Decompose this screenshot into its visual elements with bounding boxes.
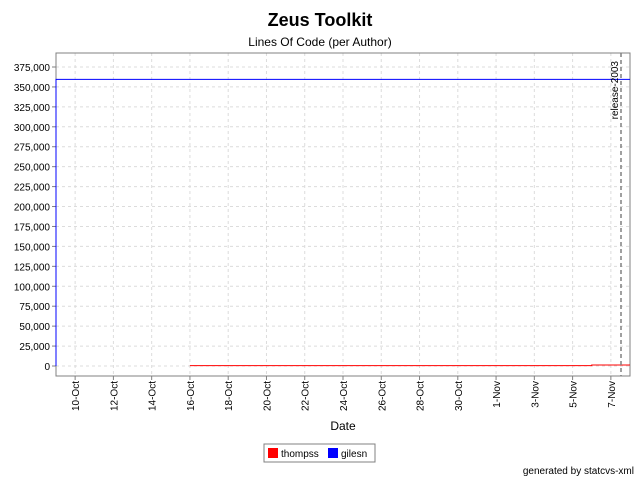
legend-label-thompss: thompss <box>281 449 319 460</box>
x-tick-label: 7-Nov <box>607 381 618 408</box>
y-tick-label: 375,000 <box>14 63 51 74</box>
y-tick-label: 25,000 <box>19 342 50 353</box>
legend: thompss gilesn <box>263 443 376 463</box>
x-axis-label: Date <box>330 419 356 433</box>
series-line-thompss <box>189 364 630 367</box>
x-tick-label: 28-Oct <box>416 381 427 411</box>
x-tick-label: 12-Oct <box>109 381 120 411</box>
x-axis: 10-Oct 12-Oct 14-Oct 16-Oct 18-Oct 20-Oct 22-O… <box>71 376 618 411</box>
legend-swatch-thompss <box>268 448 278 458</box>
y-tick-label: 75,000 <box>19 302 50 313</box>
y-tick-label: 100,000 <box>14 282 51 293</box>
x-tick-label: 18-Oct <box>224 381 235 411</box>
grid <box>56 53 630 376</box>
y-tick-label: 275,000 <box>14 143 51 154</box>
chart-subtitle: Lines Of Code (per Author) <box>248 35 391 49</box>
y-tick-label: 50,000 <box>19 322 50 333</box>
y-tick-label: 150,000 <box>14 242 51 253</box>
y-tick-label: 175,000 <box>14 222 51 233</box>
y-tick-label: 125,000 <box>14 262 51 273</box>
footer-credit: generated by statcvs-xml <box>523 466 634 477</box>
chart-title: Zeus Toolkit <box>268 10 373 30</box>
legend-label-gilesn: gilesn <box>341 449 367 460</box>
x-tick-label: 10-Oct <box>71 381 82 411</box>
x-tick-label: 22-Oct <box>301 381 312 411</box>
y-tick-label: 325,000 <box>14 103 51 114</box>
annotations: release-2003 <box>610 53 622 376</box>
x-tick-label: 30-Oct <box>454 381 465 411</box>
x-tick-label: 3-Nov <box>530 381 541 408</box>
y-tick-label: 300,000 <box>14 123 51 134</box>
x-tick-label: 20-Oct <box>262 381 273 411</box>
legend-swatch-gilesn <box>328 448 338 458</box>
x-tick-label: 14-Oct <box>148 381 159 411</box>
release-marker-label: release-2003 <box>610 61 621 120</box>
y-tick-label: 0 <box>44 362 50 373</box>
series-lines <box>55 78 630 367</box>
x-tick-label: 1-Nov <box>492 381 503 408</box>
x-tick-label: 26-Oct <box>377 381 388 411</box>
x-tick-label: 5-Nov <box>569 381 580 408</box>
y-tick-label: 200,000 <box>14 203 51 214</box>
y-tick-label: 250,000 <box>14 163 51 174</box>
x-tick-label: 16-Oct <box>186 381 197 411</box>
series-line-gilesn <box>55 78 630 366</box>
x-tick-label: 24-Oct <box>339 381 350 411</box>
legend-box <box>263 443 376 463</box>
y-tick-label: 225,000 <box>14 183 51 194</box>
y-axis: 0 25,000 50,000 75,000 100,000 125,000 150,000… <box>14 63 56 373</box>
y-tick-label: 350,000 <box>14 83 51 94</box>
